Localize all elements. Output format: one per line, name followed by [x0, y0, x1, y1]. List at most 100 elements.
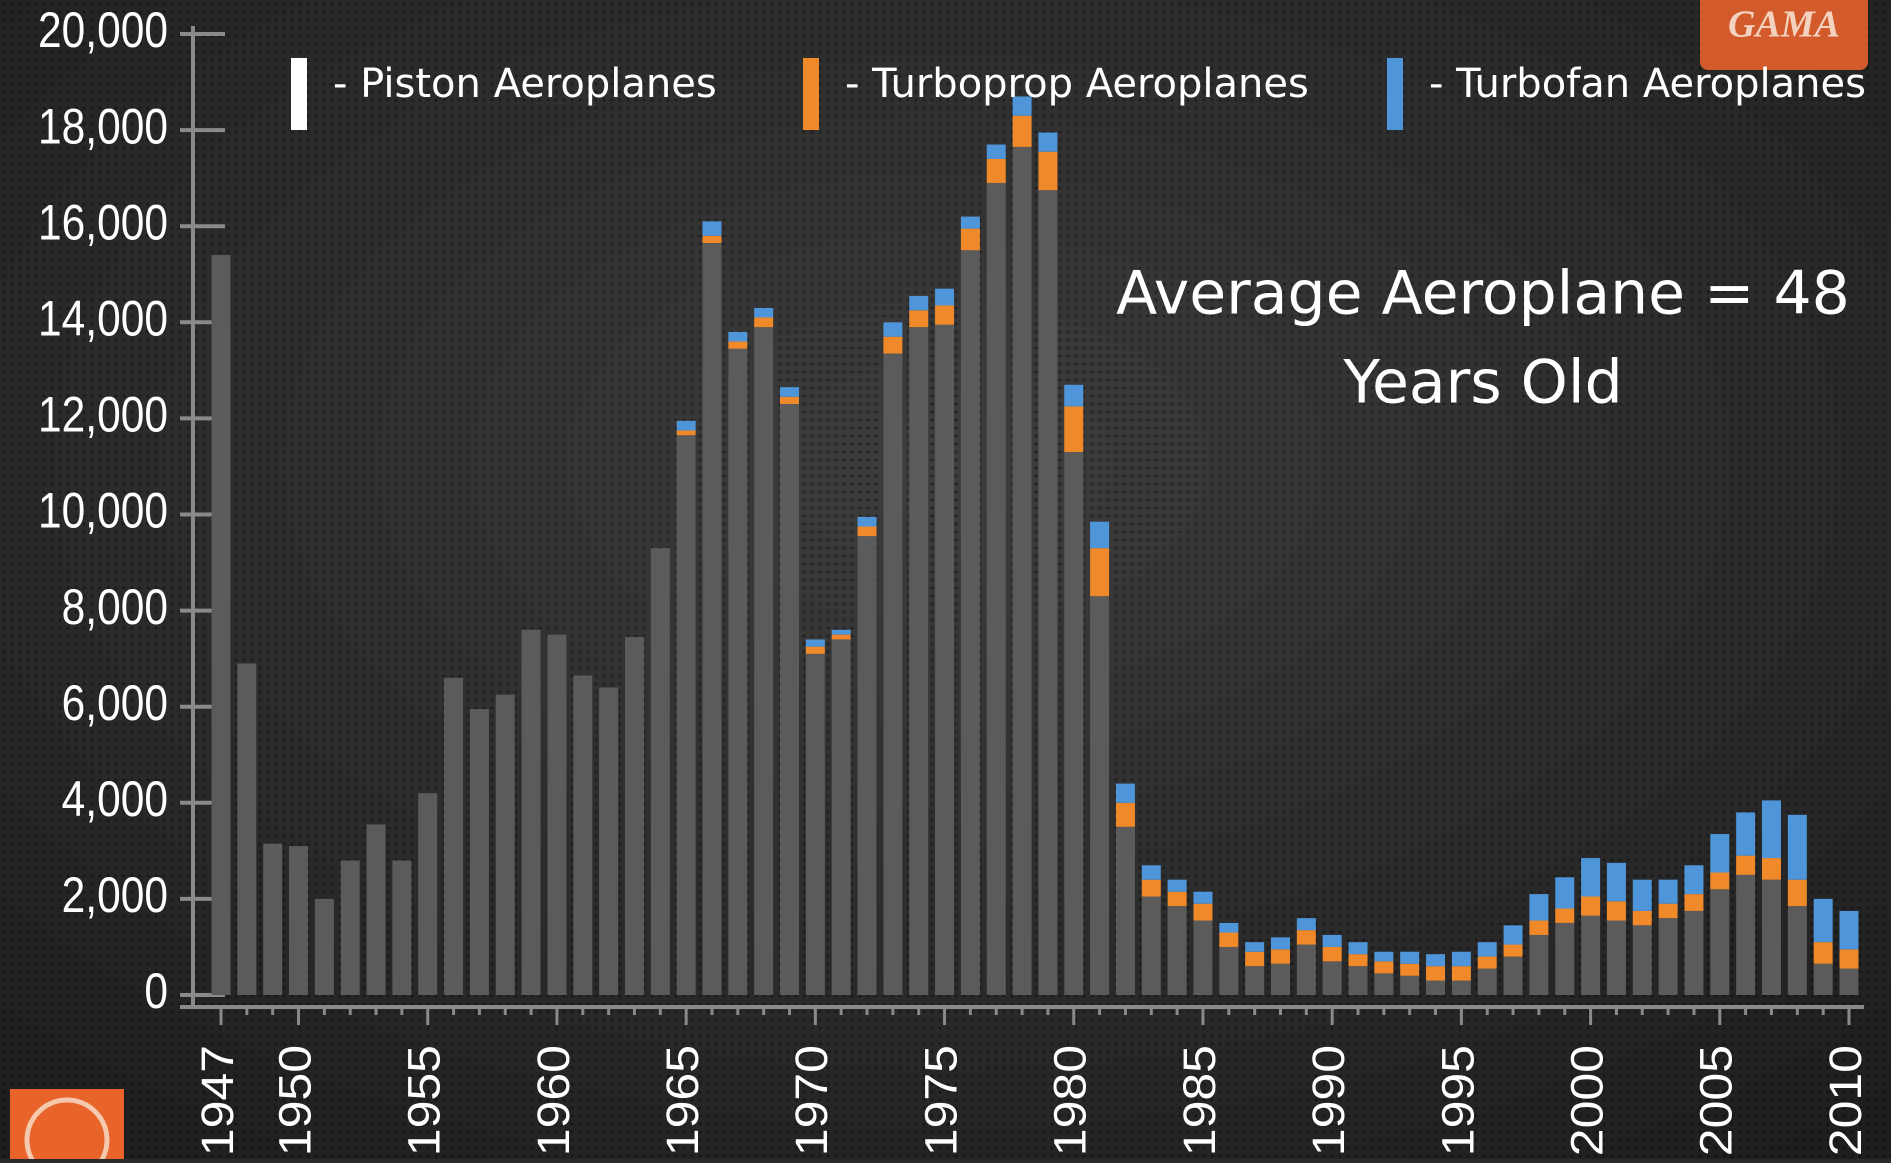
x-tick-label: 1965 — [658, 1045, 708, 1156]
bar-segment — [702, 243, 722, 995]
bar-segment — [1839, 910, 1859, 950]
bar-segment — [1167, 891, 1187, 907]
bar-segment — [1038, 132, 1058, 152]
bar-segment — [728, 341, 748, 349]
bar-segment — [857, 516, 877, 527]
bar-segment — [805, 639, 825, 647]
bar-segment — [1813, 898, 1833, 943]
bar-segment — [1529, 920, 1549, 935]
bar-segment — [1012, 96, 1032, 116]
y-tick-label: 10,000 — [38, 482, 168, 538]
bar-segment — [935, 305, 955, 325]
bar-segment — [1581, 896, 1601, 916]
legend-label: - Turboprop Aeroplanes — [845, 61, 1309, 107]
bar-segment — [1012, 115, 1032, 147]
bar-segment — [883, 353, 903, 996]
bar-segment — [960, 250, 980, 996]
bar-segment — [1787, 814, 1807, 880]
bar-segment — [314, 898, 334, 995]
bar-segment — [1839, 949, 1859, 969]
bar-segment — [831, 639, 851, 995]
bar-segment — [1710, 872, 1730, 890]
bar-segment — [1581, 915, 1601, 995]
bar-segment — [676, 435, 696, 995]
x-tick-label: 2000 — [1563, 1045, 1613, 1156]
bar-segment — [1219, 922, 1239, 933]
bar-segment — [469, 709, 489, 995]
bar-segment — [960, 228, 980, 251]
bar-segment — [1477, 942, 1497, 957]
bar-segment — [1141, 879, 1161, 897]
bar-segment — [935, 324, 955, 995]
bar-segment — [1400, 963, 1420, 976]
bar-segment — [780, 387, 800, 397]
bar-segment — [418, 793, 438, 995]
bar-segment — [831, 629, 851, 635]
bar-segment — [883, 336, 903, 354]
bar-segment — [1245, 966, 1265, 995]
bar-segment — [1529, 934, 1549, 995]
bar-segment — [1090, 521, 1110, 549]
bar-segment — [909, 327, 929, 996]
bar-segment — [1426, 966, 1446, 981]
bar-segment — [1632, 925, 1652, 995]
bar-segment — [1761, 879, 1781, 995]
bar-segment — [1141, 896, 1161, 995]
legend-label: - Piston Aeroplanes — [333, 61, 717, 107]
annotation: Years Old — [1342, 348, 1622, 418]
bar-segment — [728, 331, 748, 342]
bar-segment — [1813, 963, 1833, 995]
bar-segment — [1348, 942, 1368, 955]
bar-segment — [1658, 903, 1678, 919]
bar-segment — [1322, 946, 1342, 962]
bar-segment — [624, 637, 644, 995]
bar-segment — [1322, 961, 1342, 995]
bar-segment — [909, 310, 929, 328]
bar-segment — [1555, 922, 1575, 995]
x-tick-label: 1970 — [787, 1045, 837, 1156]
bar-segment — [1400, 951, 1420, 964]
x-tick-label: 1955 — [400, 1045, 450, 1156]
x-tick-label: 1985 — [1175, 1045, 1225, 1156]
plot: 0 2,000 4,000 6,000 8,000 10,000 12,000 14,000 1… — [38, 2, 1871, 1156]
bar-segment — [1684, 894, 1704, 911]
bar-segment — [1632, 910, 1652, 926]
bar-segment — [211, 255, 231, 995]
bar-segment — [960, 216, 980, 229]
y-tick-label: 6,000 — [62, 675, 168, 731]
x-tick-label: 2005 — [1692, 1045, 1742, 1156]
x-tick-label: 1990 — [1304, 1045, 1354, 1156]
bar-segment — [366, 824, 386, 995]
y-tick-label: 2,000 — [62, 867, 168, 923]
y-tick-label: 4,000 — [62, 771, 168, 827]
bar-segment — [1038, 190, 1058, 996]
bar-segment — [1090, 548, 1110, 597]
bar-segment — [1245, 951, 1265, 967]
bar-segment — [1141, 865, 1161, 880]
bar-segment — [1245, 942, 1265, 952]
annotation: Average Aeroplane = 48 — [1116, 259, 1850, 329]
y-tick-label: 12,000 — [38, 386, 168, 442]
bar-segment — [1787, 879, 1807, 907]
bar-segment — [1710, 889, 1730, 995]
bar-segment — [1374, 951, 1394, 962]
corner-logo-ring — [24, 1097, 110, 1163]
bar-segment — [1787, 906, 1807, 995]
y-tick-label: 20,000 — [38, 2, 168, 58]
bar-segment — [289, 846, 309, 995]
bar-segment — [754, 317, 774, 328]
bar-segment — [547, 634, 567, 995]
bar-segment — [1012, 146, 1032, 996]
bar-segment — [1606, 920, 1626, 995]
bar-segment — [1400, 975, 1420, 995]
bar-segment — [1064, 406, 1084, 453]
legend-swatch — [291, 58, 307, 130]
legend-swatch — [803, 58, 819, 130]
bar-segment — [1658, 879, 1678, 904]
bar-segment — [986, 182, 1006, 995]
bar-segment — [1606, 901, 1626, 921]
bar-segment — [1813, 942, 1833, 964]
bar-segment — [1167, 879, 1187, 892]
bar-segment — [986, 144, 1006, 159]
